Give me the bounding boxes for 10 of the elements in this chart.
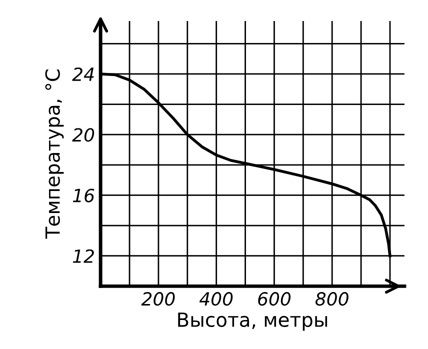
- y-axis-title: Температура, °С: [45, 70, 64, 239]
- y-tick-label: 16: [72, 188, 94, 202]
- x-axis-title: Высота, метры: [178, 312, 328, 331]
- y-tick-label: 24: [72, 67, 94, 81]
- y-tick-label: 20: [72, 128, 94, 142]
- y-tick-label: 12: [72, 249, 94, 263]
- x-tick-label: 800: [315, 292, 348, 306]
- x-tick-label: 600: [258, 292, 291, 306]
- x-tick-label: 200: [141, 292, 175, 306]
- x-tick-label: 400: [199, 292, 233, 306]
